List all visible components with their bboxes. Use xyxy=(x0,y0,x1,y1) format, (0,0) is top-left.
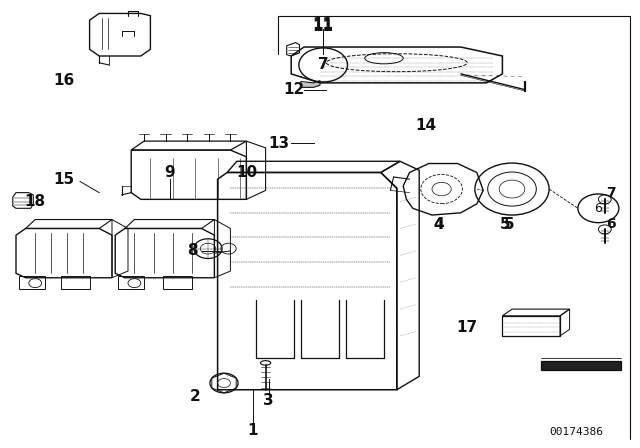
Text: 10: 10 xyxy=(236,165,257,180)
Text: 1: 1 xyxy=(248,423,258,439)
Text: 2: 2 xyxy=(190,389,200,404)
Text: 3: 3 xyxy=(264,393,274,409)
Text: 11: 11 xyxy=(313,19,333,34)
Polygon shape xyxy=(541,361,621,370)
Text: 4: 4 xyxy=(433,216,444,232)
Text: 8: 8 xyxy=(187,243,197,258)
Text: 6: 6 xyxy=(595,202,602,215)
Text: 5: 5 xyxy=(504,216,514,232)
Text: 15: 15 xyxy=(53,172,75,187)
Text: 18: 18 xyxy=(24,194,46,209)
Text: 17: 17 xyxy=(456,319,478,335)
Text: 4: 4 xyxy=(433,216,444,232)
Text: 5: 5 xyxy=(500,216,511,232)
Circle shape xyxy=(299,48,348,82)
Text: 11: 11 xyxy=(313,17,333,32)
Text: 13: 13 xyxy=(268,136,289,151)
Text: 7: 7 xyxy=(606,185,616,200)
Text: 00174386: 00174386 xyxy=(549,427,603,437)
Text: 9: 9 xyxy=(164,165,175,180)
Text: 12: 12 xyxy=(284,82,305,97)
Text: 14: 14 xyxy=(415,118,436,133)
Text: 6: 6 xyxy=(606,217,616,231)
Text: 7: 7 xyxy=(318,57,328,73)
Text: 16: 16 xyxy=(53,73,75,88)
Circle shape xyxy=(578,194,619,223)
